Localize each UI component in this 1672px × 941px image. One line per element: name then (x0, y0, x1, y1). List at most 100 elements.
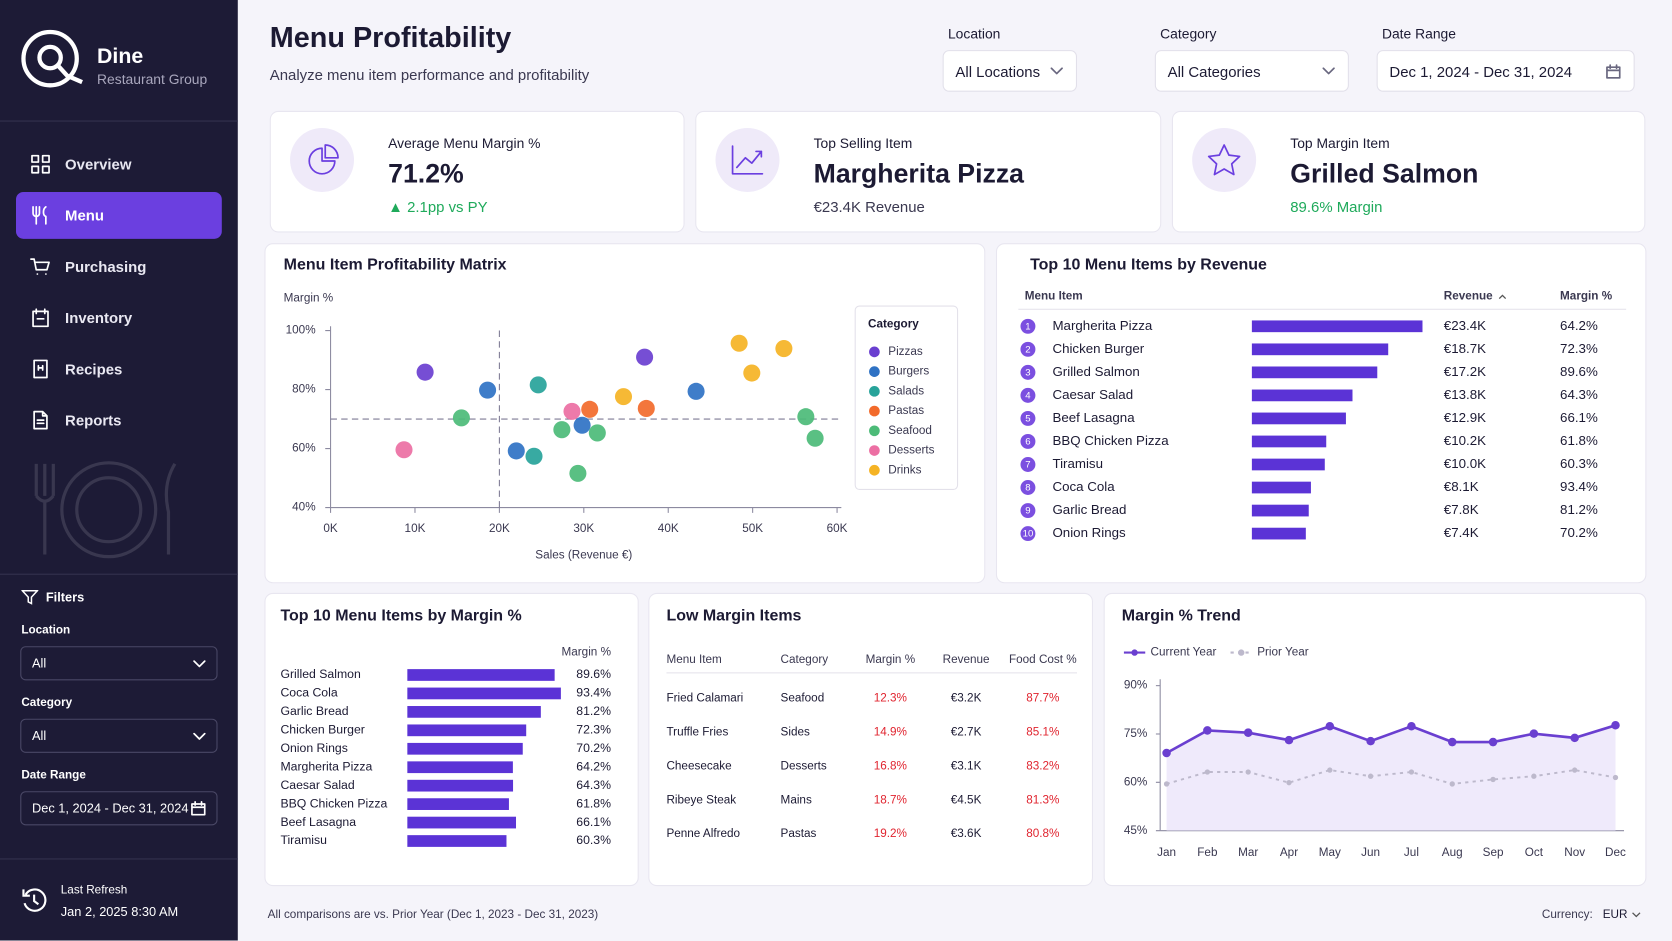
logo-q (37, 44, 63, 71)
filter-label: Date Range (1381, 25, 1456, 42)
category-label: Caesar Salad (1052, 387, 1133, 402)
value-label: 89.6% (576, 667, 611, 681)
bar (1251, 389, 1353, 402)
margin-label: 64.2% (1560, 318, 1598, 333)
bar (1251, 504, 1309, 517)
filter-value: All (31, 728, 47, 744)
point (1570, 733, 1579, 743)
category-label: Onion Rings (280, 741, 347, 755)
logo (21, 29, 83, 88)
rank: 5 (1025, 413, 1030, 424)
filter-value: All Locations (955, 62, 1041, 80)
point (581, 400, 599, 418)
trend-card: Margin % Trend 45% 60% 75% 90% Jan Feb Mar Apr Ma… (1103, 592, 1647, 887)
margin-label: 60.3% (1560, 456, 1598, 471)
nav-item[interactable]: Purchasing (16, 243, 222, 290)
table-cell: Sides (781, 725, 810, 738)
chevron (1050, 67, 1063, 75)
point (743, 364, 761, 382)
chevron-shape (1322, 67, 1335, 75)
filter-select[interactable]: All (20, 646, 218, 681)
kpi-icon-bg (1192, 127, 1257, 192)
nav-item[interactable]: Inventory (16, 294, 222, 341)
point (395, 441, 413, 459)
currency[interactable]: EUR (1602, 908, 1628, 922)
table-cell: €2.7K (951, 725, 982, 738)
filter-select[interactable]: All (20, 718, 218, 753)
bar (407, 706, 541, 718)
point (687, 382, 705, 400)
value-label: €7.4K (1444, 525, 1479, 540)
point (1490, 776, 1496, 783)
legend-title: Category (868, 317, 919, 330)
rank-badge (1020, 503, 1036, 519)
value-label: €12.9K (1444, 410, 1486, 425)
kpi-icon-bg (715, 127, 780, 192)
point (1243, 728, 1253, 737)
filter-select[interactable]: Dec 1, 2024 - Dec 31, 2024 (1376, 50, 1635, 92)
nav-item[interactable]: Menu (15, 191, 222, 239)
filter-label: Location (947, 25, 1001, 42)
rank-badge (1020, 318, 1036, 334)
nav-item[interactable]: Recipes (16, 345, 222, 392)
legend-label: Pizzas (888, 345, 923, 358)
point (563, 402, 581, 420)
filter-select[interactable]: Dec 1, 2024 - Dec 31, 2024 (20, 791, 218, 826)
rank: 10 (1023, 529, 1034, 540)
table-title: Low Margin Items (666, 608, 801, 625)
x-tick-label: 60K (827, 522, 848, 535)
nav-item[interactable]: Overview (16, 141, 222, 188)
decor-knife (164, 463, 177, 555)
filter-value: Dec 1, 2024 - Dec 31, 2024 (1389, 62, 1573, 80)
point (730, 334, 748, 352)
nav-item[interactable]: Reports (16, 397, 222, 444)
margin-card: Top 10 Menu Items by Margin % Margin % Gri… (264, 592, 639, 887)
page-title: Menu Profitability (269, 21, 512, 54)
nav-label: Recipes (65, 360, 123, 378)
category-label: Beef Lasagna (280, 815, 356, 829)
nav-icon (30, 258, 50, 275)
x-tick-label: Jul (1404, 846, 1419, 859)
category-label: Coca Cola (280, 686, 337, 700)
table-cell: Fried Calamari (666, 692, 743, 705)
column-header: Revenue (1444, 290, 1493, 303)
category-label: Grilled Salmon (1052, 364, 1139, 379)
legend-label: Drinks (888, 463, 921, 476)
nav-icon-shape (32, 308, 49, 328)
divider (0, 120, 238, 122)
table-cell: Truffle Fries (666, 725, 728, 738)
value-label: €7.8K (1444, 502, 1479, 517)
x-tick-label: 50K (742, 522, 763, 535)
point (1162, 748, 1171, 758)
kpi-value: Grilled Salmon (1290, 158, 1479, 189)
bar (407, 669, 555, 681)
filter-select[interactable]: All Categories (1154, 50, 1349, 92)
point (1529, 729, 1539, 738)
point (1367, 773, 1374, 779)
point (1408, 769, 1415, 775)
category-label: Tiramisu (1052, 456, 1103, 471)
category-label: Tiramisu (280, 833, 327, 847)
margin-label: 61.8% (1560, 433, 1598, 448)
currency-chevron[interactable] (1631, 912, 1641, 919)
table-cell: €4.5K (951, 793, 982, 806)
calendar-icon-shape (191, 801, 206, 816)
decor (34, 461, 177, 559)
margin-label: 72.3% (1560, 341, 1598, 356)
refresh-time: Jan 2, 2025 8:30 AM (60, 904, 179, 920)
filter-select[interactable]: All Locations (942, 50, 1077, 92)
logo-tail (54, 62, 83, 85)
x-tick-label: Mar (1238, 846, 1258, 859)
legend-box (854, 305, 959, 490)
table-cell: 80.8% (1026, 827, 1059, 840)
margin-chart: Top 10 Menu Items by Margin % Margin % Gri… (280, 608, 611, 848)
legend-label: Salads (888, 384, 924, 397)
bar (1251, 527, 1306, 540)
kpi-label: Average Menu Margin % (388, 135, 541, 152)
chart-title: Margin % Trend (1122, 608, 1241, 625)
point (1284, 735, 1294, 745)
x-tick-label: Sep (1483, 846, 1504, 859)
rank: 9 (1025, 506, 1030, 517)
point (452, 409, 470, 427)
table-cell: €3.2K (951, 692, 982, 705)
